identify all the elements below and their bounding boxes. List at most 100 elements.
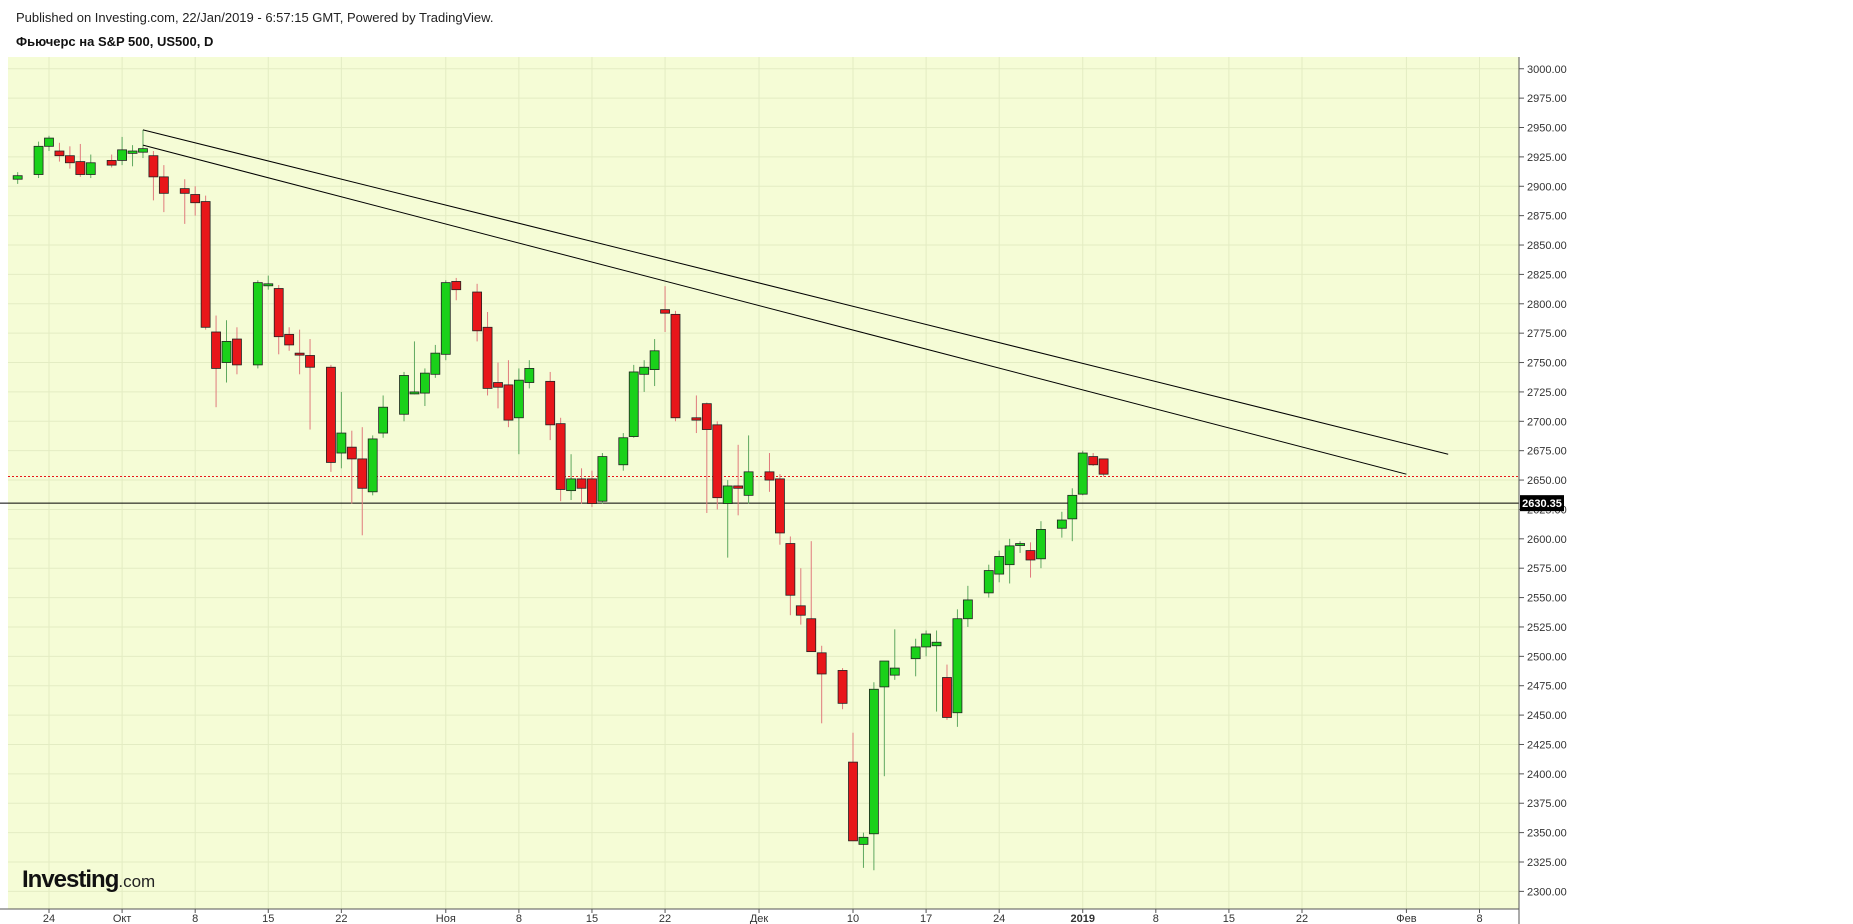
candle-down[interactable] (712, 421, 723, 510)
candle-down[interactable] (284, 327, 295, 351)
candle-down[interactable] (346, 430, 357, 504)
candle-down[interactable] (701, 402, 712, 513)
candle-up[interactable] (921, 630, 931, 657)
candle-up[interactable] (513, 368, 524, 455)
candle-down[interactable] (587, 470, 597, 508)
candle-down[interactable] (942, 664, 952, 720)
candle-up[interactable] (252, 280, 263, 369)
candle-down[interactable] (670, 310, 681, 422)
candle-down[interactable] (775, 474, 785, 545)
candle-up[interactable] (440, 280, 451, 361)
candle-down[interactable] (691, 395, 702, 434)
candle-down[interactable] (148, 151, 159, 201)
candle-down[interactable] (273, 284, 284, 355)
candle-up[interactable] (1015, 541, 1025, 553)
candle-up[interactable] (952, 609, 963, 727)
candle-body (179, 188, 190, 194)
candle-up[interactable] (378, 395, 389, 438)
candle-up[interactable] (117, 136, 127, 166)
candle-up[interactable] (879, 660, 890, 777)
candle-down[interactable] (106, 154, 117, 168)
candle-up[interactable] (743, 435, 754, 504)
candle-up[interactable] (138, 129, 148, 159)
candle-body (294, 352, 305, 356)
candle-down[interactable] (158, 165, 169, 213)
trendlines[interactable] (142, 129, 1449, 475)
candle-down[interactable] (305, 339, 315, 430)
candle-up[interactable] (221, 320, 232, 383)
candle-up[interactable] (33, 141, 44, 179)
candle-down[interactable] (357, 427, 368, 536)
candle-up[interactable] (1004, 538, 1015, 584)
candle-down[interactable] (232, 327, 242, 375)
candle-up[interactable] (597, 453, 608, 504)
candle-up[interactable] (722, 480, 733, 558)
candle-down[interactable] (816, 645, 827, 724)
candle-up[interactable] (85, 154, 96, 179)
candle-down[interactable] (785, 536, 796, 616)
candle-up[interactable] (12, 172, 23, 184)
candle-up[interactable] (628, 364, 639, 438)
candle-down[interactable] (660, 286, 670, 332)
candle-up[interactable] (127, 145, 138, 167)
candle-up[interactable] (1036, 521, 1046, 569)
candle-down[interactable] (576, 468, 587, 504)
candle-up[interactable] (44, 135, 54, 152)
trendline[interactable] (142, 144, 1407, 475)
candle-up[interactable] (649, 339, 660, 387)
candles[interactable] (12, 129, 1109, 871)
candle-down[interactable] (1025, 542, 1036, 578)
price-axis[interactable]: 3000.00 2975.00 2950.00 2925.00 2900.00 2875.… (1519, 64, 1567, 899)
candle-down[interactable] (472, 283, 483, 342)
candle-down[interactable] (806, 541, 817, 653)
candle-down[interactable] (200, 195, 211, 330)
candle-up[interactable] (618, 433, 629, 471)
candle-up[interactable] (566, 454, 576, 501)
candle-down[interactable] (54, 142, 65, 162)
candle-up[interactable] (994, 550, 1005, 583)
candle-down[interactable] (326, 364, 336, 472)
candle-up[interactable] (263, 275, 274, 290)
candle-down[interactable] (451, 277, 462, 301)
candle-up[interactable] (1056, 511, 1067, 538)
candle-down[interactable] (294, 329, 305, 375)
candle-up[interactable] (1067, 488, 1078, 542)
candle-down[interactable] (837, 668, 848, 710)
candle-down[interactable] (764, 453, 775, 492)
candle-down[interactable] (1098, 458, 1109, 477)
candle-up[interactable] (639, 360, 650, 392)
candle-up[interactable] (910, 638, 921, 677)
candle-up[interactable] (868, 682, 879, 871)
candle-down[interactable] (795, 568, 806, 625)
candle-down[interactable] (482, 312, 493, 396)
candle-up[interactable] (409, 341, 420, 395)
candle-down[interactable] (211, 315, 221, 408)
candle-up[interactable] (889, 629, 900, 680)
candle-up[interactable] (336, 391, 347, 469)
candle-up[interactable] (419, 368, 430, 407)
candle-up[interactable] (524, 360, 535, 389)
trendline[interactable] (142, 129, 1449, 455)
candle-up[interactable] (931, 630, 942, 712)
candle-up[interactable] (367, 435, 378, 496)
candle-down[interactable] (848, 732, 858, 842)
candle-down[interactable] (179, 179, 190, 224)
candle-down[interactable] (503, 360, 514, 428)
candle-down[interactable] (493, 362, 503, 409)
candle-down[interactable] (75, 143, 86, 177)
candle-up[interactable] (430, 344, 441, 378)
candle-down[interactable] (1088, 453, 1099, 466)
candle-down[interactable] (545, 371, 556, 441)
candle-up[interactable] (1077, 450, 1088, 496)
time-axis[interactable]: 24 Окт 8 15 22 Ноя 8 15 22 Дек 10 17 24 2019 8 15 22 Фев 8 (43, 909, 1483, 924)
candle-down[interactable] (733, 444, 744, 516)
candle-up[interactable] (983, 564, 994, 598)
candle-down[interactable] (64, 146, 75, 169)
candle-down[interactable] (190, 186, 201, 216)
candle-up[interactable] (962, 585, 973, 627)
candle-down[interactable] (555, 417, 566, 502)
candle-up[interactable] (858, 832, 869, 868)
candle-body (158, 176, 169, 194)
candle-up[interactable] (399, 371, 409, 422)
